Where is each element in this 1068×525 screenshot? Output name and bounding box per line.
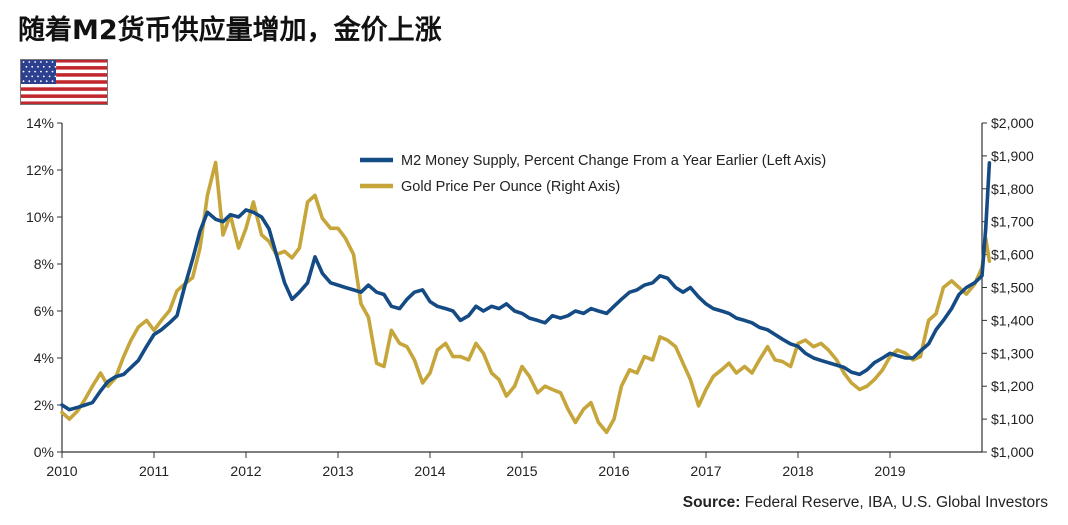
x-tick-label: 2013 xyxy=(322,463,353,479)
right-tick-label: $1,900 xyxy=(991,148,1034,164)
left-tick-label: 2% xyxy=(34,397,54,413)
right-tick-label: $1,100 xyxy=(991,411,1034,427)
left-tick-label: 4% xyxy=(34,350,54,366)
source-note: Source: Federal Reserve, IBA, U.S. Globa… xyxy=(683,494,1048,512)
left-tick-label: 8% xyxy=(34,256,54,272)
legend-label-gold: Gold Price Per Ounce (Right Axis) xyxy=(401,179,620,195)
right-tick-label: $1,500 xyxy=(991,280,1034,296)
x-tick-label: 2016 xyxy=(598,463,629,479)
axes xyxy=(57,122,987,458)
x-tick-label: 2017 xyxy=(690,463,721,479)
tick-labels: 0% 2% 4% 6% 8% 10% 12% 14% $1,000 $1,100 $1,200 $1,… xyxy=(26,115,1034,479)
x-tick-label: 2018 xyxy=(782,463,813,479)
left-tick-label: 10% xyxy=(26,209,54,225)
x-tick-label: 2012 xyxy=(230,463,261,479)
right-tick-label: $1,000 xyxy=(991,444,1034,460)
x-tick-label: 2010 xyxy=(46,463,77,479)
right-tick-label: $2,000 xyxy=(991,115,1034,131)
series-lines xyxy=(60,160,992,435)
right-tick-label: $1,400 xyxy=(991,312,1034,328)
source-text: Federal Reserve, IBA, U.S. Global Invest… xyxy=(740,494,1048,511)
x-tick-label: 2015 xyxy=(506,463,537,479)
left-tick-label: 12% xyxy=(26,162,54,178)
legend: M2 Money Supply, Percent Change From a Y… xyxy=(360,153,826,195)
left-tick-label: 14% xyxy=(26,115,54,131)
right-tick-label: $1,600 xyxy=(991,247,1034,263)
left-tick-label: 0% xyxy=(34,444,54,460)
m2-series-line xyxy=(60,161,992,412)
gold-series-line xyxy=(60,160,992,435)
right-tick-label: $1,200 xyxy=(991,378,1034,394)
x-tick-label: 2011 xyxy=(139,463,169,479)
left-tick-label: 6% xyxy=(34,303,54,319)
right-tick-label: $1,700 xyxy=(991,214,1034,230)
x-tick-label: 2019 xyxy=(874,463,905,479)
source-label: Source: xyxy=(682,494,741,511)
right-tick-label: $1,800 xyxy=(991,181,1034,197)
chart-title: 随着M2货币供应量增加，金价上涨 xyxy=(18,15,442,46)
x-tick-label: 2014 xyxy=(414,463,445,479)
right-tick-label: $1,300 xyxy=(991,345,1034,361)
legend-label-m2: M2 Money Supply, Percent Change From a Y… xyxy=(401,153,826,169)
us-flag-icon xyxy=(20,59,108,105)
